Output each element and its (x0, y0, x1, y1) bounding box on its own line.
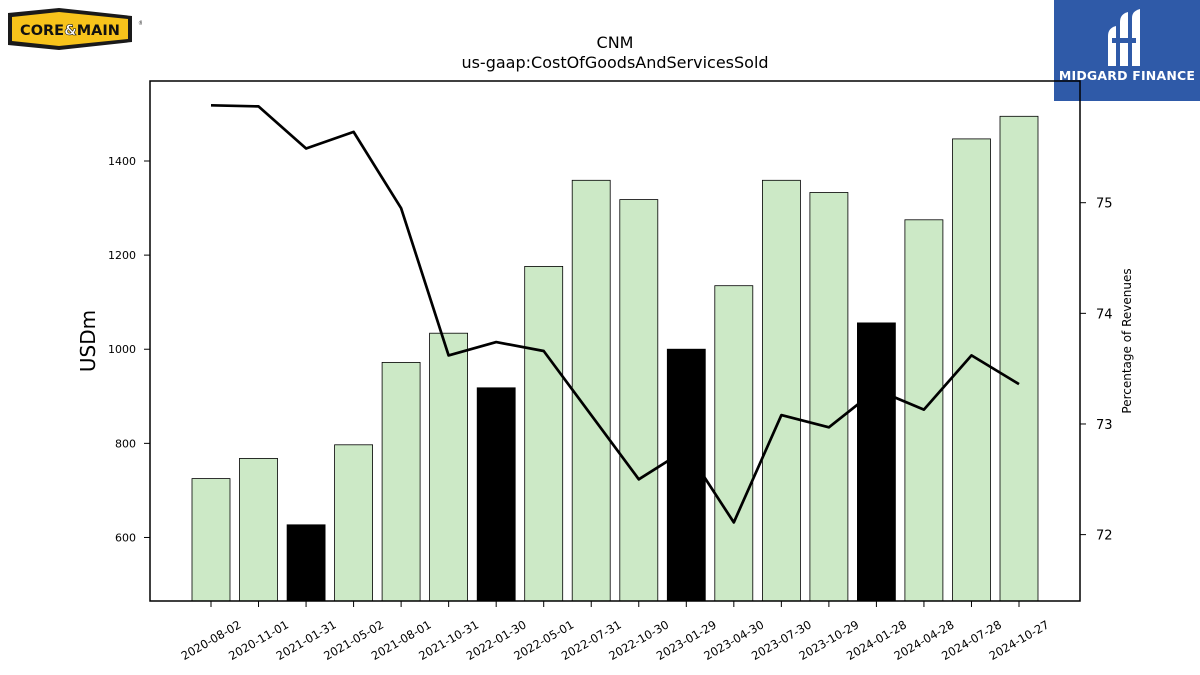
chart-title: CNM (597, 33, 634, 52)
y2-tick-label: 74 (1096, 307, 1113, 322)
x-axis: 2020-08-022020-11-012021-01-312021-05-02… (179, 601, 1052, 663)
svg-text:®: ® (138, 20, 142, 27)
core-and-main-logo: CORE&MAIN ® (7, 7, 144, 51)
y-axis-right: 72 73 74 75 (1080, 197, 1113, 544)
bar-2022-07-31 (571, 179, 611, 602)
bar-series (191, 115, 1039, 602)
y2-tick-label: 72 (1096, 529, 1113, 544)
y-tick-label: 1200 (108, 249, 136, 262)
midgard-finance-label: MIDGARD FINANCE (1058, 68, 1196, 83)
y-tick-label: 600 (115, 531, 136, 544)
bar-2023-10-29 (809, 192, 849, 602)
bar-2020-08-02 (191, 478, 231, 602)
y2-tick-label: 73 (1096, 418, 1113, 433)
bar-2024-01-28 (857, 322, 896, 602)
bar-2020-11-01 (239, 457, 278, 602)
y-axis-left: 600 800 1000 1200 1400 (108, 155, 150, 544)
bar-2022-01-30 (476, 387, 516, 602)
midgard-finance-logo: MIDGARD FINANCE (1054, 0, 1200, 101)
bar-2021-08-01 (381, 361, 421, 602)
svg-text:CORE&MAIN: CORE&MAIN (20, 23, 120, 39)
bar-2022-10-30 (619, 199, 659, 602)
bar-2021-01-31 (286, 524, 326, 602)
y-tick-label: 800 (115, 437, 136, 450)
chart-subtitle: us-gaap:CostOfGoodsAndServicesSold (461, 53, 768, 72)
bar-2023-04-30 (714, 285, 754, 602)
y-axis-label: USDm (76, 310, 100, 372)
y2-axis-label: Percentage of Revenues (1120, 268, 1134, 413)
bar-2021-05-02 (334, 444, 374, 602)
plot-frame (149, 80, 1081, 602)
midgard-emblem-icon (1108, 9, 1140, 66)
y-tick-label: 1000 (108, 343, 136, 356)
ratio-line (210, 103, 1020, 524)
bar-2022-05-01 (524, 265, 564, 602)
y-tick-label: 1400 (108, 155, 136, 168)
y2-tick-label: 75 (1096, 197, 1113, 212)
bar-2023-07-30 (762, 179, 801, 602)
bar-2023-01-29 (666, 348, 706, 602)
bar-2024-10-27 (999, 115, 1039, 602)
bar-2021-10-31 (429, 332, 469, 602)
